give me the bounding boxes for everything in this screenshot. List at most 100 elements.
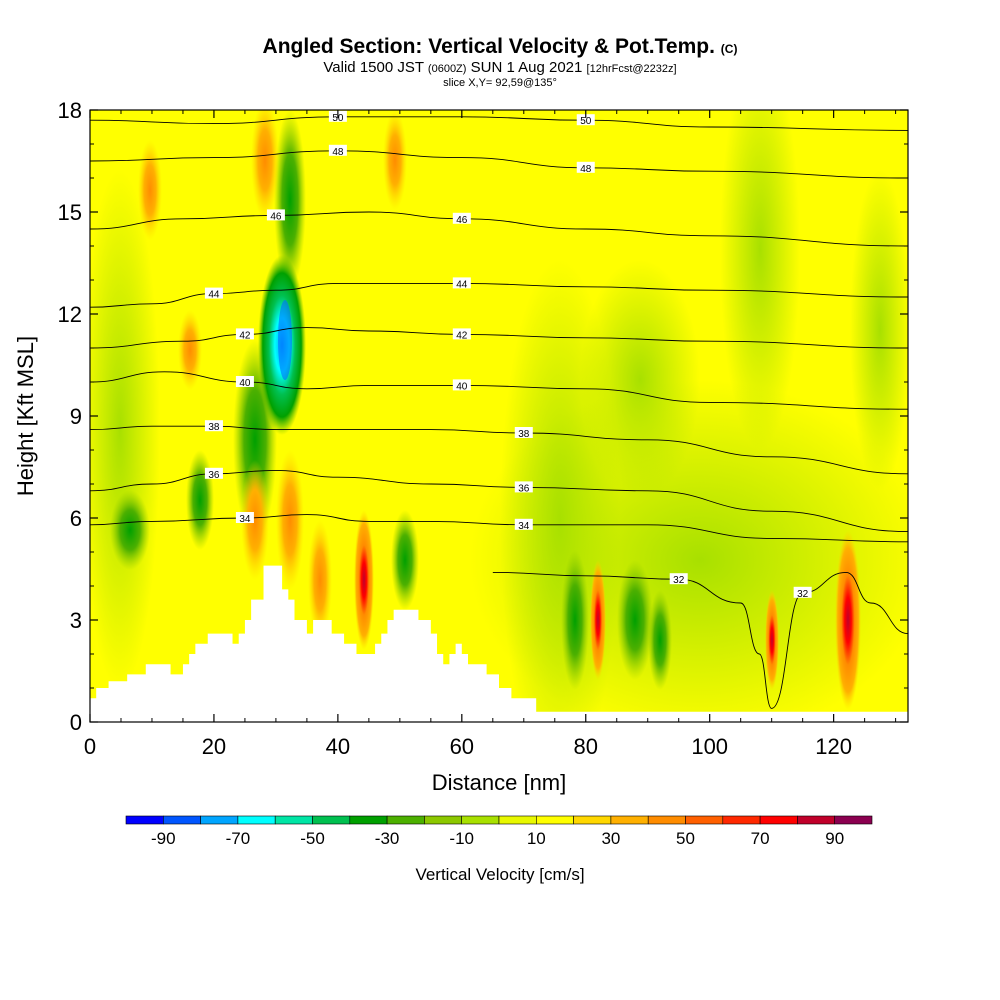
updraft-core: [765, 590, 779, 690]
chart-title-text: Angled Section: Vertical Velocity & Pot.…: [262, 35, 715, 58]
isentrope-line: [492, 571, 908, 709]
isentrope-label: 42: [456, 330, 468, 341]
colorbar-cell: [312, 815, 351, 825]
x-axis: Distance [nm]: [432, 770, 567, 795]
x-axis-title: Distance [nm]: [432, 770, 567, 795]
colorbar-cell: [685, 815, 724, 825]
x-tick-label: 0: [84, 734, 96, 759]
isentrope-label: 38: [208, 422, 220, 433]
isentrope-label: 48: [580, 164, 592, 175]
vertical-velocity-field: [90, 110, 908, 722]
velocity-region: [648, 590, 672, 690]
y-axis: Height [Kft MSL]: [13, 336, 38, 496]
colorbar-cell: [274, 815, 313, 825]
updraft-core: [835, 530, 861, 710]
y-tick-label: 0: [70, 710, 82, 735]
colorbar-cell: [647, 815, 686, 825]
colorbar-tick-label: 90: [825, 829, 844, 848]
velocity-region: [186, 450, 214, 550]
isentrope-label: 40: [239, 378, 251, 389]
isentrope-label: 46: [270, 211, 282, 222]
isentrope-label: 44: [456, 279, 468, 290]
isentrope-label: 40: [456, 381, 468, 392]
isentrope-label: 38: [518, 429, 530, 440]
colorbar-tick-label: 50: [676, 829, 695, 848]
velocity-region: [391, 510, 419, 610]
y-tick-label: 6: [70, 506, 82, 531]
valid-time-utc: (0600Z): [427, 63, 467, 75]
colorbar-tick-label: 30: [601, 829, 620, 848]
velocity-region: [850, 170, 908, 490]
colorbar-cell: [461, 815, 500, 825]
forecast-info: [12hrFcst@2232z]: [586, 63, 677, 75]
colorbar-cell: [610, 815, 649, 825]
velocity-region: [580, 260, 700, 500]
isentrope-label: 32: [673, 575, 685, 586]
velocity-region: [383, 110, 407, 210]
isentrope-line: [90, 327, 908, 349]
isentrope-label-bg: [204, 420, 223, 432]
valid-date: SUN 1 Aug 2021: [470, 59, 583, 76]
isentrope-label-bg: [452, 277, 471, 289]
updraft-core: [354, 510, 374, 650]
colorbar-cell: [535, 815, 574, 825]
isentrope-label-bg: [235, 512, 254, 523]
colorbar-cell: [424, 815, 462, 825]
isentrope-label: 34: [518, 521, 530, 532]
isentrope-label: 34: [239, 514, 251, 525]
isentrope-label: 32: [797, 589, 809, 600]
velocity-region: [720, 110, 800, 450]
isentrope-label-bg: [576, 161, 595, 173]
chart-title: Angled Section: Vertical Velocity & Pot.…: [0, 36, 1000, 60]
colorbar-tick-label: -10: [449, 829, 474, 848]
colorbar-cell: [163, 815, 201, 825]
isentrope-line: [90, 425, 908, 475]
velocity-region: [251, 110, 279, 220]
x-tick-label: 20: [202, 734, 226, 759]
velocity-region: [276, 450, 304, 590]
isentrope-label-bg: [514, 518, 533, 530]
colorbar-cell: [349, 815, 388, 825]
valid-time-local: Valid 1500 JST: [323, 59, 424, 76]
isentrope-line: [90, 150, 908, 179]
terrain: [90, 565, 908, 722]
isentrope-label: 46: [456, 215, 468, 226]
isentrope-label-bg: [452, 379, 471, 391]
colorbar-tick-label: -70: [226, 829, 251, 848]
isentrope-label-bg: [576, 114, 595, 126]
velocity-region: [138, 140, 162, 240]
y-tick-label: 12: [58, 302, 82, 327]
colorbar-tick-label: -50: [300, 829, 325, 848]
x-tick-label: 100: [691, 734, 728, 759]
isentrope-label: 44: [208, 290, 220, 301]
x-tick-label: 80: [574, 734, 598, 759]
x-tick-label: 60: [450, 734, 474, 759]
colorbar-cell: [386, 815, 425, 825]
colorbar-cell: [759, 815, 798, 825]
colorbar-cell: [834, 815, 873, 825]
colorbar-cell: [573, 815, 612, 825]
colorbar-cell: [498, 815, 537, 825]
colorbar-tick-label: -90: [151, 829, 176, 848]
isentrope-label-bg: [514, 481, 533, 493]
isentrope-label-bg: [235, 328, 254, 340]
velocity-region: [308, 520, 332, 640]
chart-titles: Angled Section: Vertical Velocity & Pot.…: [0, 36, 1000, 90]
isentrope-label: 36: [208, 470, 220, 481]
isentrope-label: 50: [580, 116, 592, 127]
colorbar-tick-label: -30: [375, 829, 400, 848]
colorbar-cell: [722, 815, 761, 825]
isentrope-label-bg: [514, 427, 533, 438]
isentrope-label-bg: [235, 376, 254, 387]
isentrope-label-bg: [452, 212, 471, 224]
updraft-core: [590, 560, 606, 680]
isentrope-line: [90, 116, 908, 131]
velocity-region: [561, 550, 589, 690]
isentrope-label-bg: [669, 573, 688, 585]
colorbar-cell: [200, 815, 239, 825]
isentrope-label-bg: [204, 287, 223, 299]
velocity-region: [274, 110, 306, 290]
isentrope-line: [90, 514, 908, 543]
